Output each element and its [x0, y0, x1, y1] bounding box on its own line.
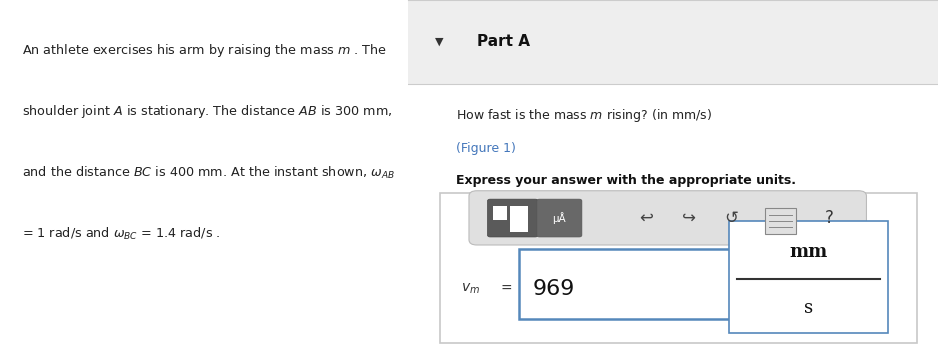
Text: ?: ?	[825, 209, 834, 227]
FancyBboxPatch shape	[729, 220, 887, 332]
Text: shoulder joint $A$ is stationary. The distance $AB$ is 300 mm,: shoulder joint $A$ is stationary. The di…	[23, 103, 393, 120]
Text: mm: mm	[789, 243, 827, 261]
Text: = 1 rad/s and $\omega_{BC}$ = 1.4 rad/s .: = 1 rad/s and $\omega_{BC}$ = 1.4 rad/s …	[23, 226, 221, 242]
Text: (Figure 1): (Figure 1)	[456, 142, 516, 155]
Text: How fast is the mass $m$ rising? (in mm/s): How fast is the mass $m$ rising? (in mm/…	[456, 107, 712, 124]
FancyBboxPatch shape	[469, 191, 867, 245]
FancyBboxPatch shape	[440, 193, 916, 343]
Text: An athlete exercises his arm by raising the mass $m$ . The: An athlete exercises his arm by raising …	[23, 42, 387, 59]
Text: =: =	[501, 282, 512, 296]
FancyBboxPatch shape	[537, 199, 582, 237]
Text: ↪: ↪	[682, 209, 696, 227]
Text: μÅ: μÅ	[552, 212, 567, 224]
FancyBboxPatch shape	[408, 0, 938, 84]
FancyBboxPatch shape	[488, 199, 537, 237]
Text: Express your answer with the appropriate units.: Express your answer with the appropriate…	[456, 174, 795, 187]
FancyBboxPatch shape	[520, 248, 732, 318]
Text: ▼: ▼	[434, 37, 443, 47]
FancyBboxPatch shape	[764, 208, 796, 234]
Text: 969: 969	[533, 279, 575, 299]
Text: $v_m$: $v_m$	[461, 281, 480, 296]
FancyBboxPatch shape	[492, 206, 507, 220]
Text: and the distance $BC$ is 400 mm. At the instant shown, $\omega_{AB}$: and the distance $BC$ is 400 mm. At the …	[23, 164, 395, 181]
Text: ↩: ↩	[640, 209, 654, 227]
Text: ↺: ↺	[724, 209, 738, 227]
FancyBboxPatch shape	[510, 206, 527, 232]
Text: Part A: Part A	[477, 35, 530, 49]
Text: s: s	[804, 299, 812, 317]
